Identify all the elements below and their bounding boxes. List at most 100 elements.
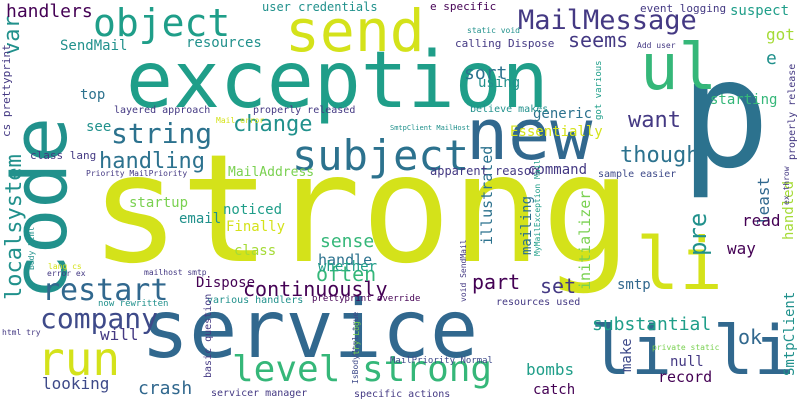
word-basic-question: basic question [203,293,214,378]
word-way: way [727,239,756,258]
word-top: top [80,87,106,103]
word-read: read [742,211,781,230]
word-ul: ul [640,31,718,105]
word-private-static: private static [652,343,720,352]
word-mymailexception-mail: MyMailException Mail [533,159,542,256]
word-mailing: mailing [519,195,535,255]
word-set: set [540,274,577,298]
word-crash: crash [138,378,193,399]
word-class: class [234,243,277,259]
word-error-ex: error ex [47,269,86,278]
word-using: using [478,75,521,91]
word-part: part [472,270,521,294]
word-class-lang: class lang [30,149,97,162]
word-html-try: html try [2,328,41,337]
word-exception: exception [126,36,549,126]
word-noticed: noticed [223,202,283,218]
word-now-rewritten: now rewritten [98,299,169,309]
word-though: though [620,143,700,168]
word-user-credentials: user credentials [262,0,378,14]
word-record: record [658,368,713,386]
word-li-big: li [636,222,723,306]
word-run: run [37,332,121,386]
word-starting: starting [710,92,778,108]
word-got: got [766,25,795,44]
word-object: object [93,1,231,45]
word-ex-throw: ex throw [782,166,791,205]
word-subject: subject [292,131,470,180]
word-continuously: continuously [243,277,388,301]
word-string: string [111,117,213,150]
word-want: want [628,108,681,133]
word-smtpclient-mailhost: SmtpClient MailHost [390,124,471,132]
word-level-strong: level strong [232,349,493,390]
word-company: company [40,302,159,335]
word-sense: sense [320,231,375,252]
word-handle: handle [318,251,373,269]
word-servicer-manager: servicer manager [211,388,308,399]
word-mailaddress: MailAddress [228,165,315,180]
word-often: often [316,262,377,286]
word-send: send [285,0,425,65]
word-ok: ok [738,325,763,349]
word-looking: looking [42,374,110,393]
word-handling: handling [99,149,205,174]
word-properly-released: properly released [253,105,356,116]
word-try-log: try Log [352,321,361,355]
word-static-void: static void [467,26,520,35]
word-p: p [680,28,771,202]
word-command: command [528,162,588,178]
word-catch: catch [533,382,576,398]
word-mail-error: Mail error [216,116,265,125]
word-sendmail: SendMail [60,38,128,54]
word-illustrated: illustrated [478,145,496,245]
word-believe-makes: believe makes [470,104,549,115]
word-change: change [233,112,313,137]
word-dispose: Dispose [196,275,256,291]
word-startup: startup [129,195,189,211]
word-pre: pre [684,212,712,256]
word-handlers: handlers [6,1,93,22]
word-body-html: Body html [27,226,36,270]
word-essentially: Essentially [510,124,603,140]
word-add-user: Add user [637,41,676,50]
word-service: service [141,283,479,376]
word-priority-mailpriority: Priority MailPriority [86,169,188,178]
word-strong: strong [90,123,632,297]
word-smtp: smtp [617,277,651,293]
word-email: email [179,211,222,227]
word-will: will [100,325,139,344]
word-resources-used: resources used [496,297,581,308]
word-localsystem: localsystem [2,154,27,300]
word-resources: resources [186,35,262,51]
word-suspect: suspect [730,3,790,19]
word-smtpclient: SmtpClient [782,291,798,376]
word-finally: Finally [226,219,286,235]
word-see: see [86,119,112,135]
word-initializer: initializer [576,190,594,290]
word-null: null [670,354,704,370]
word-event-logging: event logging [640,2,727,15]
word-lang-cs: lang cs [48,262,82,271]
word-properly-release: properly release [787,63,798,160]
word-restart: restart [42,273,169,308]
word-new: new [466,94,593,176]
word-seems: seems [568,28,629,52]
word-sort: sort [464,63,508,84]
word-e-specific: e specific [430,0,497,13]
word-cs-prettyprint: cs prettyprint [0,44,13,137]
word-e: e [766,48,777,69]
word-calling-dispose: calling Dispose [455,37,555,50]
word-mailhost-smtp: mailhost smtp [144,268,207,277]
word-sample-easier: sample easier [598,169,677,180]
word-layered-approach: layered approach [114,105,211,116]
word-prettyprint-override: prettyprint override [312,294,421,304]
word-whether: whether [318,259,378,275]
word-bombs: bombs [526,360,575,379]
word-generic: generic [533,106,593,122]
word-li-li: li li [590,312,795,391]
word-mailpriority-normal: MailPriority Normal [390,356,493,366]
word-make: make [619,338,635,372]
word-mailmessage: MailMessage [518,5,697,36]
